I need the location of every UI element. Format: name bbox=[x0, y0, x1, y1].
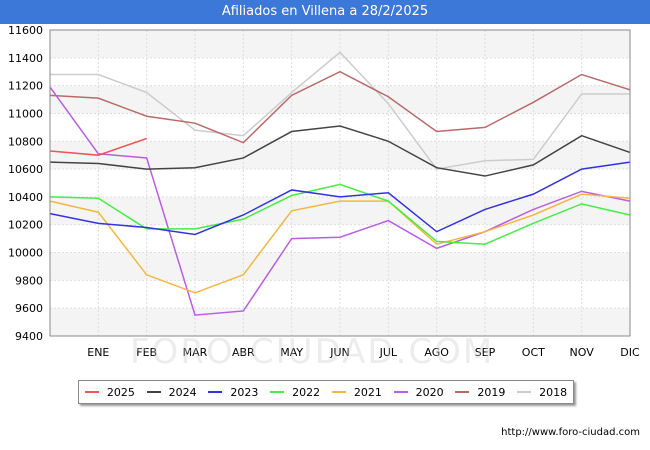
legend-swatch bbox=[84, 391, 99, 393]
series-line-2024 bbox=[49, 125, 631, 177]
legend-swatch bbox=[517, 391, 532, 393]
chart-title: Afiliados en Villena a 28/2/2025 bbox=[0, 0, 650, 24]
x-tick-label: MAY bbox=[280, 346, 303, 359]
series-line-2023 bbox=[49, 161, 631, 236]
plot-frame bbox=[49, 29, 631, 337]
legend-item-2024: 2024 bbox=[146, 385, 197, 399]
legend-item-2023: 2023 bbox=[208, 386, 258, 399]
legend-swatch bbox=[208, 391, 223, 393]
legend-label: 2019 bbox=[477, 385, 506, 399]
legend-label: 2022 bbox=[292, 385, 321, 399]
x-tick-label: JUN bbox=[329, 346, 350, 359]
y-tick-label: 10200 bbox=[8, 219, 43, 232]
legend-label: 2024 bbox=[168, 385, 197, 399]
y-tick-label: 10000 bbox=[8, 247, 43, 260]
x-tick-label: JUL bbox=[379, 346, 398, 359]
y-tick-label: 10800 bbox=[8, 135, 43, 148]
legend-label: 2020 bbox=[415, 385, 444, 399]
x-axis-tick-labels: ENE FEB MAR ABR MAY JUN JUL AGO SEP OCT NOV DIC bbox=[87, 346, 640, 359]
y-tick-label: 9400 bbox=[15, 330, 43, 343]
x-tick-label: AGO bbox=[424, 346, 449, 359]
y-tick-label: 10400 bbox=[8, 191, 43, 204]
series-lines bbox=[49, 51, 631, 316]
y-tick-label: 10600 bbox=[8, 163, 43, 176]
legend-label: 2018 bbox=[539, 385, 568, 399]
legend-swatch bbox=[331, 391, 346, 393]
x-tick-label: SEP bbox=[475, 346, 496, 359]
x-tick-label: ABR bbox=[232, 346, 255, 359]
series-line-2022 bbox=[49, 183, 631, 245]
axes bbox=[49, 29, 631, 337]
x-tick-label: DIC bbox=[620, 346, 640, 359]
series-line-2021 bbox=[49, 193, 631, 294]
series-line-2025 bbox=[49, 137, 147, 156]
x-tick-label: OCT bbox=[522, 346, 545, 359]
line-chart: 9400 9600 9800 10000 10200 10400 10600 10800 110… bbox=[8, 24, 640, 359]
y-tick-label: 9800 bbox=[15, 274, 43, 287]
series-line-2019 bbox=[49, 70, 631, 144]
legend-swatch bbox=[270, 391, 285, 393]
y-tick-label: 11000 bbox=[8, 107, 43, 120]
series-line-2020 bbox=[49, 86, 631, 316]
legend-swatch bbox=[455, 391, 470, 393]
x-tick-label: MAR bbox=[183, 346, 208, 359]
series-line-2018 bbox=[50, 51, 630, 170]
x-tick-label: NOV bbox=[570, 346, 595, 359]
y-tick-label: 9600 bbox=[15, 302, 43, 315]
legend-item-2022: 2022 bbox=[270, 386, 320, 399]
x-tick-label: FEB bbox=[136, 346, 157, 359]
legend-item-2019: 2019 bbox=[455, 386, 505, 399]
legend-item-2025: 2025 bbox=[84, 385, 135, 399]
chart-legend: 2025 2024 2023 2022 2021 2020 2019 2018 bbox=[78, 380, 574, 404]
legend-label: 2021 bbox=[353, 385, 382, 399]
legend-item-2018: 2018 bbox=[517, 386, 567, 399]
y-tick-label: 11400 bbox=[8, 52, 43, 65]
y-axis-tick-labels: 9400 9600 9800 10000 10200 10400 10600 10800 110… bbox=[8, 24, 43, 343]
source-link[interactable]: http://www.foro-ciudad.com bbox=[501, 427, 640, 438]
legend-item-2020: 2020 bbox=[393, 385, 444, 399]
y-tick-label: 11200 bbox=[8, 80, 43, 93]
legend-swatch bbox=[393, 391, 408, 393]
legend-swatch bbox=[146, 391, 161, 393]
legend-label: 2025 bbox=[106, 385, 135, 399]
watermark: FORO-CIUDAD.COM bbox=[130, 332, 495, 372]
legend-label: 2023 bbox=[230, 385, 259, 399]
y-tick-label: 11600 bbox=[8, 24, 43, 37]
legend-item-2021: 2021 bbox=[331, 385, 382, 399]
x-tick-label: ENE bbox=[87, 346, 109, 359]
